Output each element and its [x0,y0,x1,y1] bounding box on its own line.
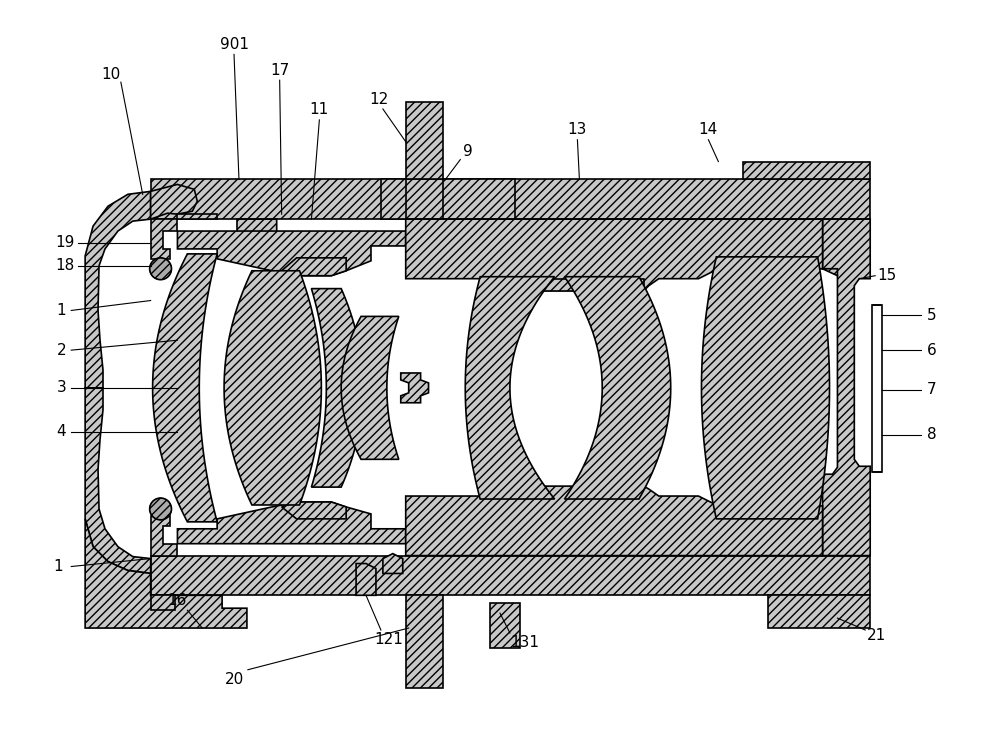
Polygon shape [565,277,671,499]
Text: 9: 9 [463,144,473,159]
Text: 1: 1 [57,303,66,318]
Polygon shape [823,219,870,556]
Circle shape [150,498,171,520]
Polygon shape [480,279,644,291]
Text: 10: 10 [101,67,121,81]
Bar [406,595,443,687]
Polygon shape [341,317,399,460]
Polygon shape [237,219,277,241]
Text: 21: 21 [867,628,886,644]
Polygon shape [701,257,830,519]
Bar [151,556,870,595]
Polygon shape [177,214,217,219]
Bar [406,102,443,179]
Polygon shape [443,179,515,219]
Polygon shape [151,184,197,219]
Polygon shape [406,486,823,556]
Text: 7: 7 [927,383,937,397]
Bar [743,161,870,179]
Text: 131: 131 [510,636,539,650]
Polygon shape [177,502,406,544]
Polygon shape [406,219,837,291]
Polygon shape [465,277,555,499]
Text: 17: 17 [270,63,289,78]
Text: 2: 2 [57,343,66,357]
Text: 19: 19 [56,235,75,250]
Polygon shape [151,516,177,556]
Polygon shape [85,519,247,628]
Text: 18: 18 [56,258,75,273]
Polygon shape [356,564,376,595]
Polygon shape [85,192,151,388]
Text: 15: 15 [877,268,896,283]
Text: 121: 121 [374,633,403,648]
Polygon shape [177,231,406,276]
Bar [872,306,882,472]
Text: 20: 20 [224,672,244,687]
Polygon shape [224,271,321,505]
Circle shape [150,258,171,280]
Bar [768,595,870,628]
Text: 1: 1 [54,559,63,574]
Text: 4: 4 [57,424,66,439]
Polygon shape [311,289,363,487]
Text: 5: 5 [927,308,937,323]
Polygon shape [401,373,429,403]
Text: 901: 901 [220,37,249,52]
Polygon shape [151,219,177,259]
Polygon shape [153,254,217,522]
Bar [151,179,870,219]
Text: 11: 11 [310,102,329,118]
Polygon shape [282,258,346,276]
Text: 14: 14 [699,122,718,138]
Polygon shape [383,554,403,574]
Text: 13: 13 [568,122,587,138]
Polygon shape [282,502,346,519]
Bar [490,603,520,648]
Text: 16: 16 [168,593,187,608]
Text: 6: 6 [927,343,937,357]
Polygon shape [381,179,406,219]
Text: 3: 3 [56,380,66,395]
Text: 8: 8 [927,427,937,442]
Text: 12: 12 [369,92,389,107]
Bar [151,595,175,610]
Polygon shape [85,388,151,574]
